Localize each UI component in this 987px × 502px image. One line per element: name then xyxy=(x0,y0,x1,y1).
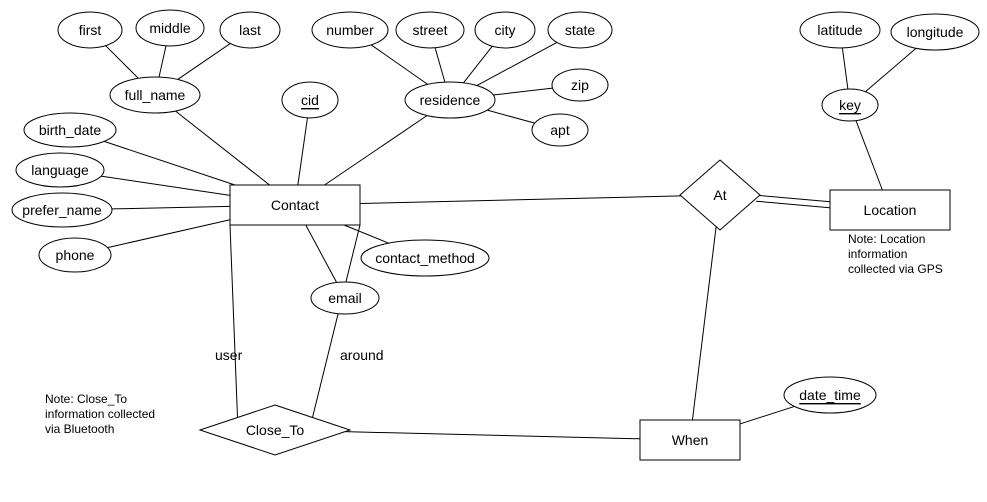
node-number: number xyxy=(312,12,388,48)
at-label: At xyxy=(713,187,726,203)
number-label: number xyxy=(326,22,374,38)
key-label: key xyxy=(839,97,861,113)
longitude-label: longitude xyxy=(907,24,964,40)
node-prefer_name: prefer_name xyxy=(12,193,112,227)
node-latitude: latitude xyxy=(800,12,880,48)
node-first: first xyxy=(58,12,122,48)
node-date_time: date_time xyxy=(784,377,876,413)
node-email: email xyxy=(311,282,379,314)
edge-close_to-contact xyxy=(313,225,361,418)
last-label: last xyxy=(239,22,261,38)
edge-contact-birth_date xyxy=(104,141,235,185)
edge-at-location-3 xyxy=(757,195,831,201)
zip-label: zip xyxy=(571,77,589,93)
edge-residence-apt xyxy=(487,110,535,123)
edge-contact-at xyxy=(360,196,681,204)
language-label: language xyxy=(31,162,89,178)
date_time-label: date_time xyxy=(799,387,861,403)
nodes: Contact Location When At Close_To full_name fi… xyxy=(12,10,979,460)
er-diagram: user around Contact Location When At Close_To f… xyxy=(0,0,987,502)
edge-contact-prefer_name xyxy=(112,206,230,209)
edge-residence-state xyxy=(477,42,557,85)
node-middle: middle xyxy=(136,10,204,46)
edge-residence-street xyxy=(435,48,445,82)
edge-residence-city xyxy=(463,46,492,83)
birth_date-label: birth_date xyxy=(39,122,101,138)
apt-label: apt xyxy=(550,122,570,138)
node-residence: residence xyxy=(405,82,495,118)
edge-full_name-middle xyxy=(159,46,166,77)
node-at: At xyxy=(680,160,760,230)
first-label: first xyxy=(79,22,102,38)
edge-at-location xyxy=(756,198,830,204)
edge-at-location-2 xyxy=(756,201,830,207)
node-longitude: longitude xyxy=(891,14,979,50)
latitude-label: latitude xyxy=(817,22,862,38)
edge-when-date_time xyxy=(740,406,794,424)
edge-contact-email xyxy=(306,225,337,282)
note-text: Note: Location xyxy=(848,232,925,246)
edge-contact-cid xyxy=(298,118,308,185)
edge-label: around xyxy=(340,347,384,363)
edge-full_name-last xyxy=(178,44,231,80)
node-cid: cid xyxy=(282,82,338,118)
node-language: language xyxy=(16,153,104,187)
edge-close_to-when xyxy=(345,432,640,439)
residence-label: residence xyxy=(420,92,481,108)
street-label: street xyxy=(412,22,447,38)
edge-key-longitude xyxy=(866,48,917,91)
node-full_name: full_name xyxy=(110,77,200,113)
edge-at-when xyxy=(692,227,716,420)
edge-residence-number xyxy=(371,45,427,84)
node-when: When xyxy=(640,420,740,460)
node-apt: apt xyxy=(532,114,588,146)
edge-contact-contact_method xyxy=(344,225,389,243)
full_name-label: full_name xyxy=(125,87,186,103)
edge-key-latitude xyxy=(842,48,847,89)
note-text: information collected xyxy=(45,407,155,421)
node-close_to: Close_To xyxy=(200,405,350,455)
edge-contact-residence xyxy=(325,115,428,185)
location-label: Location xyxy=(864,202,917,218)
close_to-label: Close_To xyxy=(246,422,305,438)
city-label: city xyxy=(495,22,516,38)
node-contact: Contact xyxy=(230,185,360,225)
node-contact_method: contact_method xyxy=(361,240,489,276)
node-birth_date: birth_date xyxy=(24,113,116,147)
cid-label: cid xyxy=(301,92,319,108)
note-text: information xyxy=(848,247,907,261)
node-zip: zip xyxy=(552,69,608,101)
edge-location-key xyxy=(856,121,882,190)
phone-label: phone xyxy=(56,247,95,263)
edge-contact-full_name xyxy=(175,111,269,185)
edge-contact-phone xyxy=(107,220,230,248)
edge-contact-language xyxy=(101,176,230,195)
when-label: When xyxy=(672,432,709,448)
note-text: via Bluetooth xyxy=(45,422,114,436)
edge-close_to-contact xyxy=(230,225,238,418)
node-key: key xyxy=(822,89,878,121)
middle-label: middle xyxy=(149,20,190,36)
prefer_name-label: prefer_name xyxy=(22,202,102,218)
note-text: Note: Close_To xyxy=(45,392,127,406)
note-text: collected via GPS xyxy=(848,262,943,276)
edges xyxy=(101,42,916,438)
node-state: state xyxy=(548,12,612,48)
node-phone: phone xyxy=(39,238,111,272)
edge-label: user xyxy=(215,347,243,363)
contact_method-label: contact_method xyxy=(375,250,475,266)
email-label: email xyxy=(328,290,361,306)
node-city: city xyxy=(475,12,535,48)
node-street: street xyxy=(396,12,464,48)
node-last: last xyxy=(220,12,280,48)
edge-residence-zip xyxy=(493,88,552,95)
state-label: state xyxy=(565,22,596,38)
edge-full_name-first xyxy=(106,46,139,79)
node-location: Location xyxy=(830,190,950,230)
contact-label: Contact xyxy=(271,197,319,213)
